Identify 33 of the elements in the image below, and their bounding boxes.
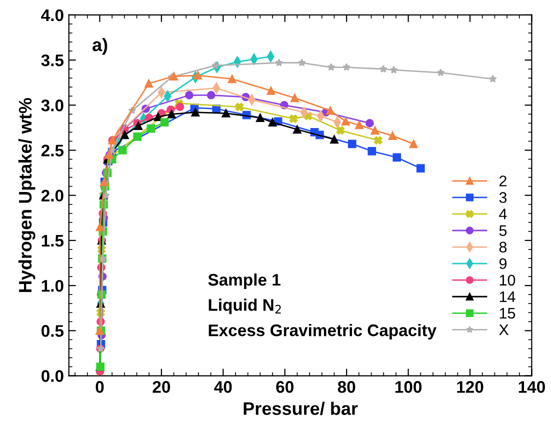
annotation: Liquid N$_{2}$: [208, 298, 281, 314]
y-axis-title: Hydrogen Uptake/ wt%: [18, 98, 36, 292]
legend-label: 9: [499, 258, 507, 270]
y-tick-label: 3.5: [41, 54, 64, 66]
annotation: Excess Gravimetric Capacity: [208, 324, 436, 340]
legend-label: 15: [500, 308, 516, 319]
x-tick-label: 0: [96, 381, 104, 393]
y-tick-label: 2.0: [41, 190, 64, 202]
legend-label: 8: [499, 242, 507, 253]
y-tick-label: 0.5: [42, 325, 64, 337]
x-axis-title: Pressure/ bar: [244, 402, 358, 416]
legend-label: X: [499, 324, 509, 336]
legend-label: 10: [500, 274, 516, 286]
annotation: Sample 1: [208, 273, 280, 290]
annotation: a): [92, 38, 108, 55]
legend-label: 3: [499, 192, 507, 203]
x-tick-label: 80: [338, 381, 356, 393]
y-tick-label: 1.0: [42, 280, 64, 292]
y-tick-label: 4.0: [41, 9, 64, 22]
y-tick-label: 2.5: [41, 144, 64, 156]
legend-label: 14: [500, 291, 516, 302]
y-tick-label: 3.0: [41, 100, 64, 112]
y-tick-label: 0.0: [42, 370, 64, 382]
y-tick-label: 1.5: [42, 235, 64, 247]
x-tick-label: 40: [214, 381, 232, 393]
legend-label: 5: [499, 225, 507, 236]
x-tick-label: 100: [395, 381, 422, 393]
x-tick-label: 120: [457, 381, 484, 393]
legend-label: 4: [499, 208, 507, 220]
legend-label: 2: [500, 176, 506, 186]
x-tick-label: 20: [152, 381, 170, 393]
x-tick-label: 140: [518, 381, 545, 393]
x-tick-label: 60: [276, 381, 294, 393]
